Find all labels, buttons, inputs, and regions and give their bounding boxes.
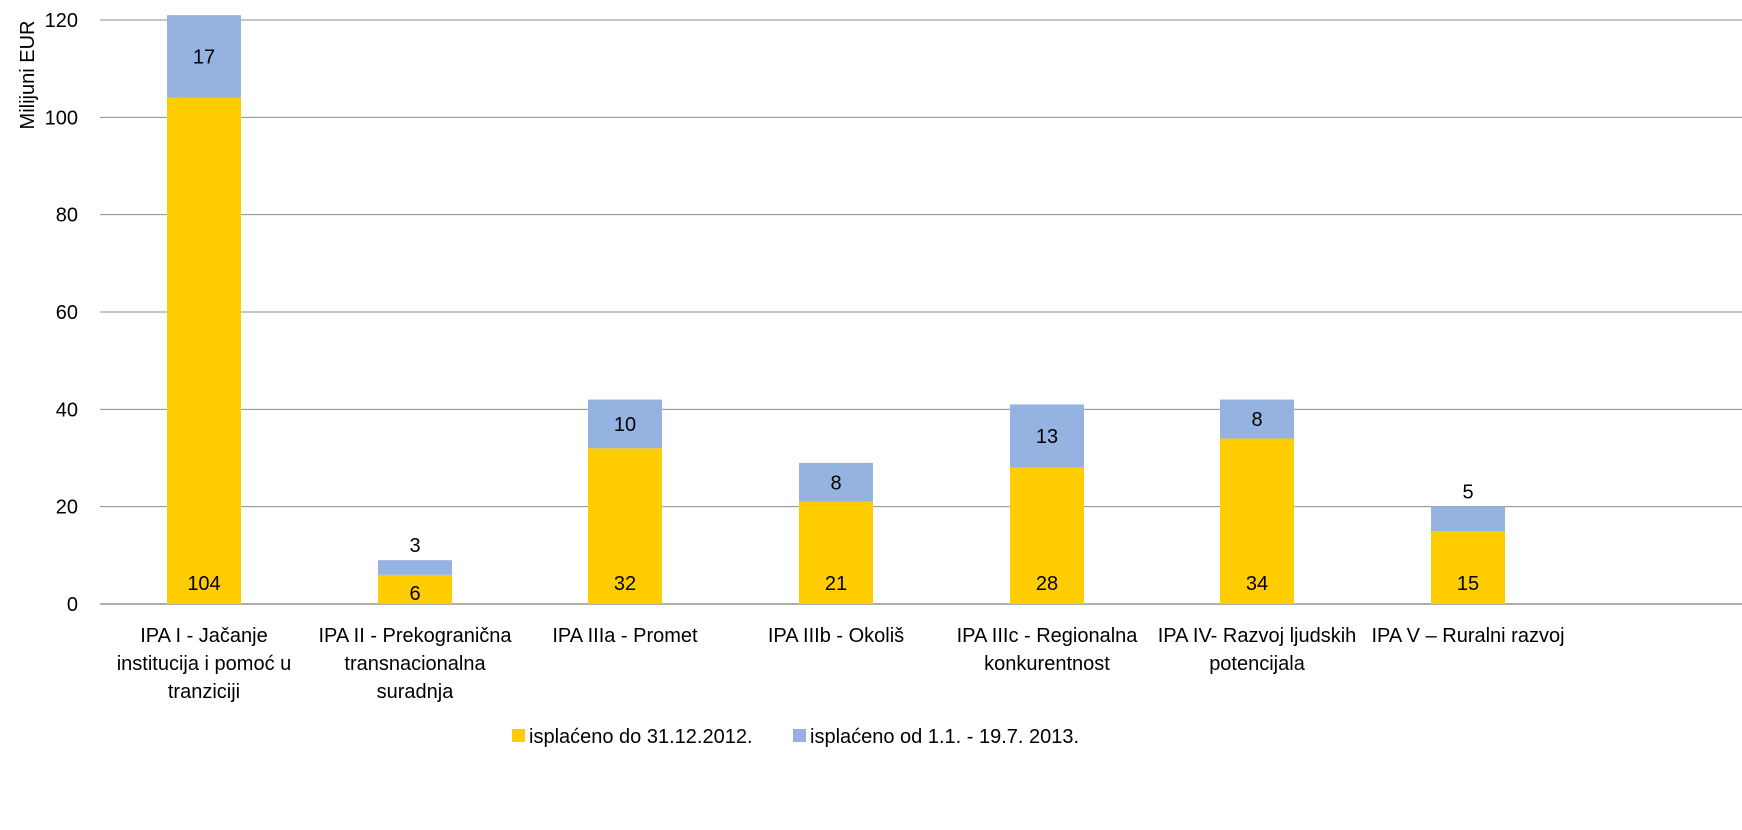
category-label: IPA IIIb - Okoliš: [768, 625, 904, 647]
category-label: IPA I - Jačanje institucija i pomoć u tran…: [117, 625, 292, 703]
bar-segment-isplaceno-2012: [1431, 531, 1505, 604]
data-label-isplaceno-2013: 5: [1462, 482, 1473, 504]
data-label-isplaceno-2012: 21: [825, 573, 847, 595]
category-label: IPA IIIa - Promet: [552, 625, 698, 647]
y-tick-label: 100: [45, 107, 78, 129]
data-label-isplaceno-2013: 17: [193, 47, 215, 69]
legend: isplaćeno do 31.12.2012. isplaćeno od 1.1…: [512, 726, 1079, 748]
data-label-isplaceno-2013: 3: [409, 535, 420, 557]
y-tick-label: 80: [56, 205, 78, 227]
bar-segment-isplaceno-2012: [588, 448, 662, 604]
bar-segment-isplaceno-2012: [799, 501, 873, 604]
data-label-isplaceno-2013: 10: [614, 414, 636, 436]
legend-item-isplaceno-2012: isplaćeno do 31.12.2012.: [512, 726, 753, 748]
bar-segment-isplaceno-2013: [1010, 404, 1084, 468]
y-tick-label: 20: [56, 497, 78, 519]
bar-segment-isplaceno-2013: [799, 462, 873, 502]
legend-label: isplaćeno od 1.1. - 19.7. 2013.: [810, 726, 1079, 748]
bar-segment-isplaceno-2012: [167, 97, 241, 604]
legend-swatch: [793, 729, 806, 742]
bar-segment-isplaceno-2012: [1010, 467, 1084, 604]
bar-segment-isplaceno-2012: [378, 574, 452, 604]
data-label-isplaceno-2012: 32: [614, 573, 636, 595]
category-label: IPA V – Ruralni razvoj: [1371, 625, 1564, 647]
data-label-isplaceno-2013: 8: [1251, 409, 1262, 431]
data-label-isplaceno-2012: 15: [1457, 573, 1479, 595]
y-tick-label: 0: [67, 594, 78, 616]
category-labels: IPA I - Jačanje institucija i pomoć u tran…: [117, 625, 1565, 703]
y-tick-label: 60: [56, 302, 78, 324]
data-label-isplaceno-2012: 104: [187, 573, 220, 595]
y-tick-label: 40: [56, 399, 78, 421]
y-axis-title: Milijuni EUR: [17, 21, 39, 130]
gridlines: [100, 19, 1742, 605]
category-label: IPA IV- Razvoj ljudskih potencijala: [1158, 625, 1357, 675]
data-label-isplaceno-2013: 13: [1036, 426, 1058, 448]
bar-segment-isplaceno-2013: [1431, 506, 1505, 531]
data-labels: 104 17 6 3 32 10 21 8 28 13 34 8 15 5: [187, 47, 1479, 606]
legend-label: isplaćeno do 31.12.2012.: [529, 726, 753, 748]
y-tick-label: 120: [45, 10, 78, 32]
bar-segment-isplaceno-2013: [167, 15, 241, 98]
legend-swatch: [512, 729, 525, 742]
data-label-isplaceno-2012: 6: [409, 583, 420, 605]
data-label-isplaceno-2012: 28: [1036, 573, 1058, 595]
bar-segment-isplaceno-2012: [1220, 438, 1294, 604]
category-label: IPA II - Prekogranična transnacionalna sur…: [318, 625, 512, 703]
bar-segment-isplaceno-2013: [1220, 399, 1294, 439]
y-tick-labels: 0 20 40 60 80 100 120: [45, 10, 78, 616]
category-label: IPA IIIc - Regionalna konkurentnost: [957, 625, 1139, 675]
bars: [167, 15, 1505, 604]
bar-segment-isplaceno-2013: [588, 399, 662, 449]
data-label-isplaceno-2012: 34: [1246, 573, 1268, 595]
legend-item-isplaceno-2013: isplaćeno od 1.1. - 19.7. 2013.: [793, 726, 1079, 748]
data-label-isplaceno-2013: 8: [830, 472, 841, 494]
bar-segment-isplaceno-2013: [378, 560, 452, 575]
